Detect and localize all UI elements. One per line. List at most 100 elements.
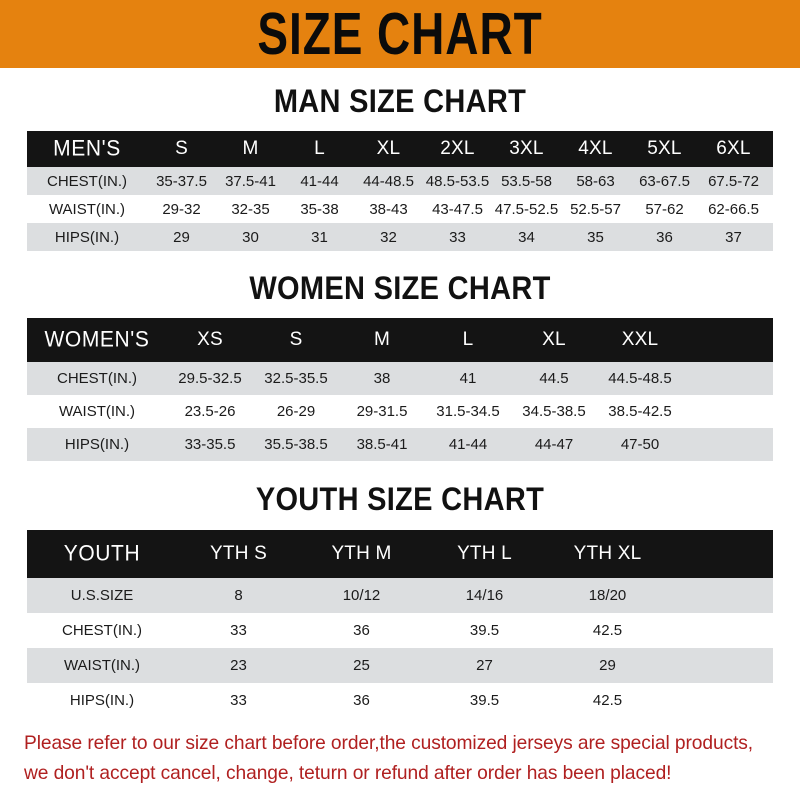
table-cell: 31.5-34.5: [436, 403, 500, 420]
table-cell: 37: [725, 228, 742, 246]
men-size-header-9: 6XL: [716, 138, 751, 159]
table-cell: 34.5-38.5: [522, 403, 586, 420]
youth-table-wrap: YOUTH YTH S YTH M YTH L YTH XL U.S.SIZE 8 10/12…: [27, 530, 773, 718]
men-size-header-7: 4XL: [578, 138, 613, 159]
women-header-row: WOMEN'S XS S M L XL XXL: [27, 318, 773, 362]
table-cell: 42.5: [592, 692, 623, 709]
men-section-title: MAN SIZE CHART: [273, 84, 527, 120]
table-cell: 53.5-58: [501, 172, 552, 190]
table-cell: 41: [459, 370, 477, 387]
youth-size-header-3: YTH L: [457, 543, 512, 564]
youth-section-title: YOUTH SIZE CHART: [255, 482, 545, 518]
men-header-row: MEN'S S M L XL 2XL 3XL 4XL 5XL 6XL: [27, 131, 773, 167]
men-size-header-5: 2XL: [440, 138, 475, 159]
table-cell: 35-38: [300, 200, 339, 218]
table-cell: 67.5-72: [708, 172, 759, 190]
table-cell: 35.5-38.5: [264, 436, 328, 453]
page-title: SIZE CHART: [257, 0, 543, 68]
table-row: HIPS(IN.) 29 30 31 32 33 34 35 36 37: [27, 223, 773, 251]
table-cell: 10/12: [342, 587, 381, 604]
table-cell: 30: [242, 228, 259, 246]
youth-size-header-1: YTH S: [210, 543, 267, 564]
men-header-filler: [768, 131, 773, 167]
table-cell: 31: [311, 228, 328, 246]
table-cell: 62-66.5: [708, 200, 759, 218]
table-cell: 35-37.5: [156, 172, 207, 190]
men-row-label-2: WAIST(IN.): [48, 200, 126, 218]
men-row-filler: [768, 167, 773, 195]
women-row-filler: [683, 428, 773, 461]
men-header-label: MEN'S: [53, 136, 121, 161]
table-cell: 8: [234, 587, 243, 604]
table-cell: 35: [587, 228, 604, 246]
men-size-table: MEN'S S M L XL 2XL 3XL 4XL 5XL 6XL CHEST(IN.) 35-37…: [27, 131, 773, 251]
youth-size-table: YOUTH YTH S YTH M YTH L YTH XL U.S.SIZE 8 10/12…: [27, 530, 773, 718]
youth-row-filler: [669, 578, 773, 613]
youth-size-header-2: YTH M: [331, 543, 392, 564]
table-row: CHEST(IN.) 33 36 39.5 42.5: [27, 613, 773, 648]
table-cell: 52.5-57: [570, 200, 621, 218]
table-cell: 34: [518, 228, 535, 246]
table-cell: 36: [353, 622, 370, 639]
women-section-title: WOMEN SIZE CHART: [249, 271, 551, 307]
table-cell: 37.5-41: [225, 172, 276, 190]
women-size-header-6: XXL: [621, 329, 659, 350]
women-size-header-1: XS: [197, 329, 223, 350]
table-cell: 39.5: [469, 692, 500, 709]
table-row: WAIST(IN.) 23 25 27 29: [27, 648, 773, 683]
men-row-filler: [768, 195, 773, 223]
men-size-header-4: XL: [376, 138, 401, 159]
table-cell: 42.5: [592, 622, 623, 639]
table-cell: 38.5-42.5: [608, 403, 672, 420]
youth-header-label: YOUTH: [63, 541, 141, 566]
men-table-wrap: MEN'S S M L XL 2XL 3XL 4XL 5XL 6XL CHEST(IN.) 35-37…: [27, 131, 773, 251]
youth-row-label-4: HIPS(IN.): [69, 692, 135, 709]
women-row-filler: [683, 395, 773, 428]
table-cell: 29-32: [162, 200, 201, 218]
table-cell: 58-63: [576, 172, 615, 190]
table-cell: 27: [476, 657, 493, 674]
footer-disclaimer: Please refer to our size chart before or…: [0, 728, 800, 788]
youth-row-filler: [669, 613, 773, 648]
men-size-header-6: 3XL: [509, 138, 544, 159]
men-size-header-1: S: [175, 138, 188, 159]
table-cell: 39.5: [469, 622, 500, 639]
table-row: HIPS(IN.) 33-35.5 35.5-38.5 38.5-41 41-44 44-…: [27, 428, 773, 461]
table-cell: 33: [230, 692, 247, 709]
table-row: WAIST(IN.) 23.5-26 26-29 29-31.5 31.5-34.5 34…: [27, 395, 773, 428]
page-banner: SIZE CHART: [0, 0, 800, 68]
footer-line-1: Please refer to our size chart before or…: [24, 732, 754, 754]
youth-row-label-3: WAIST(IN.): [63, 657, 141, 674]
table-cell: 38: [373, 370, 391, 387]
table-cell: 41-44: [300, 172, 339, 190]
men-row-filler: [768, 223, 773, 251]
youth-size-header-4: YTH XL: [573, 543, 642, 564]
table-cell: 25: [353, 657, 370, 674]
women-row-label-2: WAIST(IN.): [58, 403, 136, 420]
women-table-wrap: WOMEN'S XS S M L XL XXL CHEST(IN.) 29.5-32.5 32.5…: [27, 318, 773, 461]
table-cell: 23: [230, 657, 247, 674]
table-cell: 33-35.5: [184, 436, 236, 453]
men-size-header-3: L: [314, 138, 325, 159]
table-cell: 33: [230, 622, 247, 639]
women-size-header-3: M: [373, 329, 391, 350]
youth-header-filler: [669, 530, 773, 578]
youth-row-filler: [669, 648, 773, 683]
table-cell: 48.5-53.5: [425, 172, 490, 190]
women-size-table: WOMEN'S XS S M L XL XXL CHEST(IN.) 29.5-32.5 32.5…: [27, 318, 773, 461]
table-cell: 38-43: [369, 200, 408, 218]
table-cell: 47.5-52.5: [494, 200, 559, 218]
table-cell: 29: [599, 657, 616, 674]
women-header-label: WOMEN'S: [44, 327, 150, 352]
table-row: CHEST(IN.) 29.5-32.5 32.5-35.5 38 41 44.5 44.5…: [27, 362, 773, 395]
footer-line-2: we don't accept cancel, change, teturn o…: [24, 762, 672, 784]
table-cell: 32: [380, 228, 397, 246]
table-cell: 18/20: [588, 587, 627, 604]
table-cell: 32.5-35.5: [264, 370, 328, 387]
table-cell: 38.5-41: [356, 436, 408, 453]
youth-row-filler: [669, 683, 773, 718]
table-cell: 44-47: [534, 436, 574, 453]
table-cell: 43-47.5: [432, 200, 483, 218]
table-row: WAIST(IN.) 29-32 32-35 35-38 38-43 43-47.5 47.…: [27, 195, 773, 223]
women-row-label-1: CHEST(IN.): [57, 370, 137, 387]
